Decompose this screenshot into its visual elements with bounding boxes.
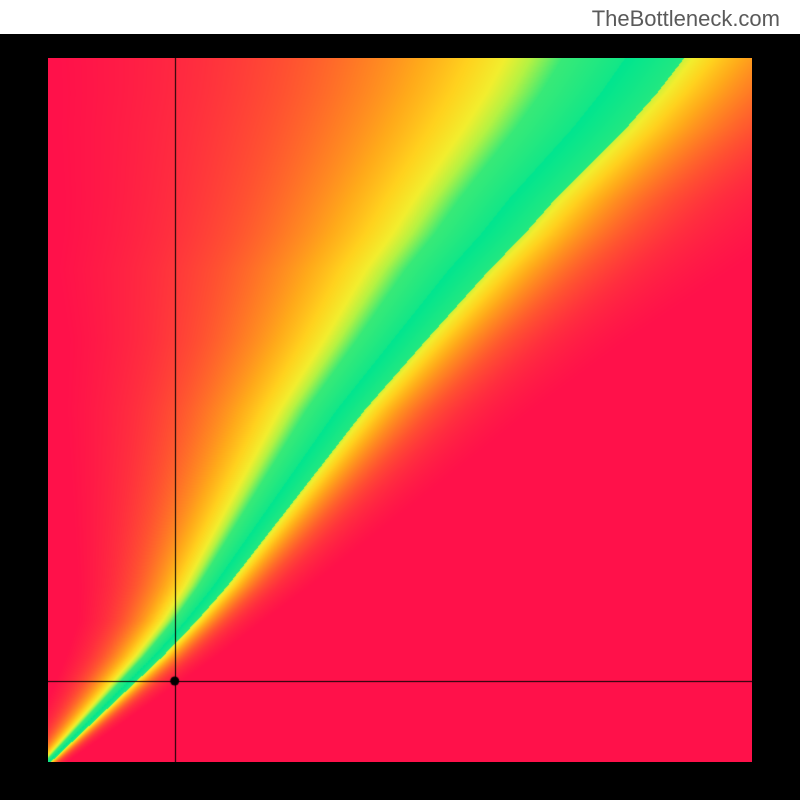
plot-frame (0, 34, 800, 800)
bottleneck-heatmap (48, 58, 752, 762)
attribution-text: TheBottleneck.com (592, 6, 780, 32)
